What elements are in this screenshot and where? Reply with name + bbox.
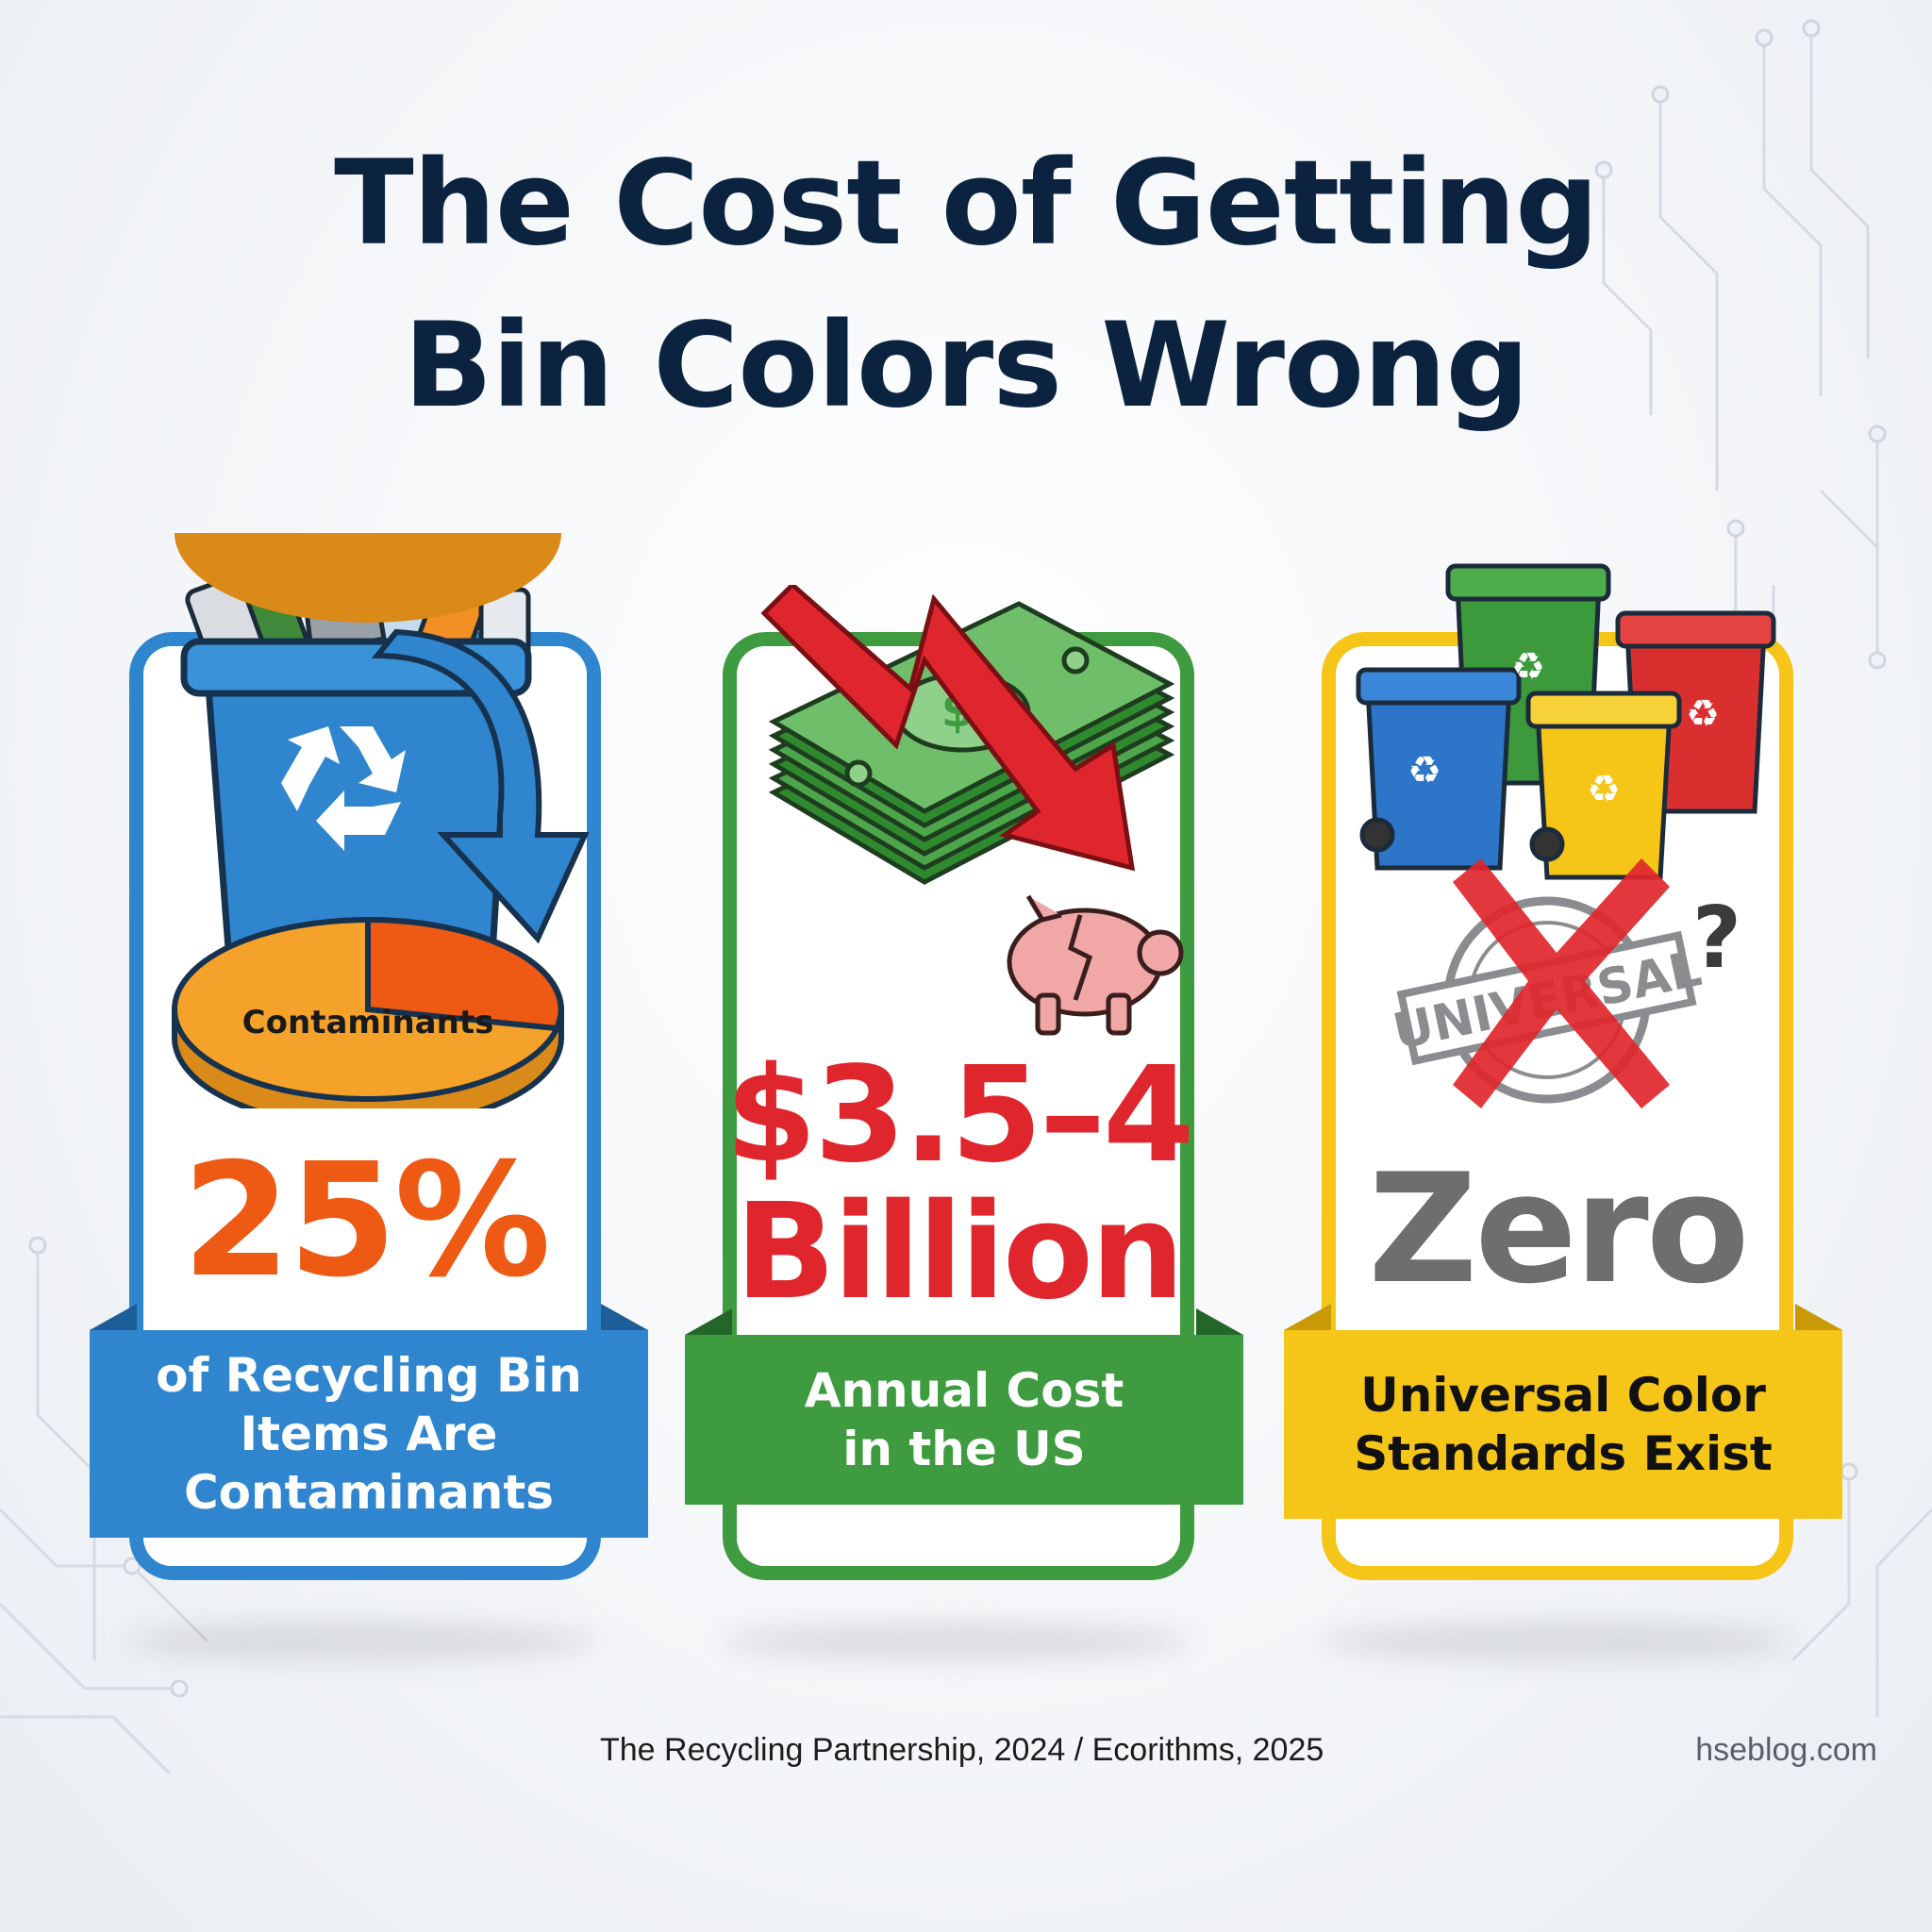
ribbon-fold [1795,1304,1842,1330]
title-line-2: Bin Colors Wrong [403,298,1529,434]
caption-line: Universal Color [1360,1368,1766,1423]
stat-value-line: Billion [735,1175,1185,1329]
money-loss-illustration: $ [760,585,1184,1036]
ribbon-fold [1284,1304,1331,1330]
caption-line: Annual Cost [804,1363,1124,1418]
svg-text:♻: ♻ [1511,645,1545,689]
stat-value: $3.5–4 Billion [723,1039,1195,1329]
recycling-bin-illustration: Contaminants [172,533,590,1108]
card-shadow [1320,1623,1791,1660]
curved-arrow-icon [371,628,590,944]
ribbon-fold [685,1308,732,1335]
title-line-1: The Cost of Getting [334,136,1599,272]
card-shadow [721,1623,1192,1660]
caption-line: Items Are [240,1407,498,1461]
caption-text: Annual Cost in the US [805,1361,1124,1478]
ribbon-fold [601,1304,648,1330]
svg-text:♻: ♻ [1407,749,1441,792]
source-citation: The Recycling Partnership, 2024 / Ecorit… [600,1732,1324,1768]
caption-line: Contaminants [183,1465,555,1520]
stat-value: 25% [181,1130,551,1312]
caption-ribbon: Universal Color Standards Exist [1284,1304,1842,1519]
question-mark-icon: ? [1692,889,1741,988]
pie-chart-icon [172,533,564,1108]
broken-piggy-bank-icon [1007,894,1184,1036]
pie-label: Contaminants [242,1004,494,1041]
recycle-symbol-icon [281,726,406,851]
red-x-icon [1453,858,1670,1108]
caption-ribbon: of Recycling Bin Items Are Contaminants [90,1304,648,1538]
svg-text:♻: ♻ [1587,768,1621,811]
bins-illustration: ♻ ♻ ♻ ♻ UNIVERSAL ? [1356,563,1776,1108]
page-title: The Cost of Getting Bin Colors Wrong [0,123,1932,447]
stat-value: Zero [1368,1141,1749,1317]
card-shadow [127,1623,599,1660]
caption-line: of Recycling Bin [156,1348,582,1403]
svg-text:♻: ♻ [1686,692,1720,736]
ribbon-fold [90,1304,137,1330]
down-trend-arrow-icon [760,585,1136,872]
ribbon-fold [1196,1308,1243,1335]
caption-text: Universal Color Standards Exist [1354,1366,1773,1483]
caption-ribbon: Annual Cost in the US [685,1308,1243,1505]
colored-bins-icon [1356,563,1776,880]
site-credit: hseblog.com [1695,1732,1877,1768]
caption-line: in the US [842,1422,1086,1476]
stat-value-line: $3.5–4 [724,1039,1195,1192]
caption-line: Standards Exist [1354,1426,1773,1481]
caption-text: of Recycling Bin Items Are Contaminants [156,1346,582,1522]
